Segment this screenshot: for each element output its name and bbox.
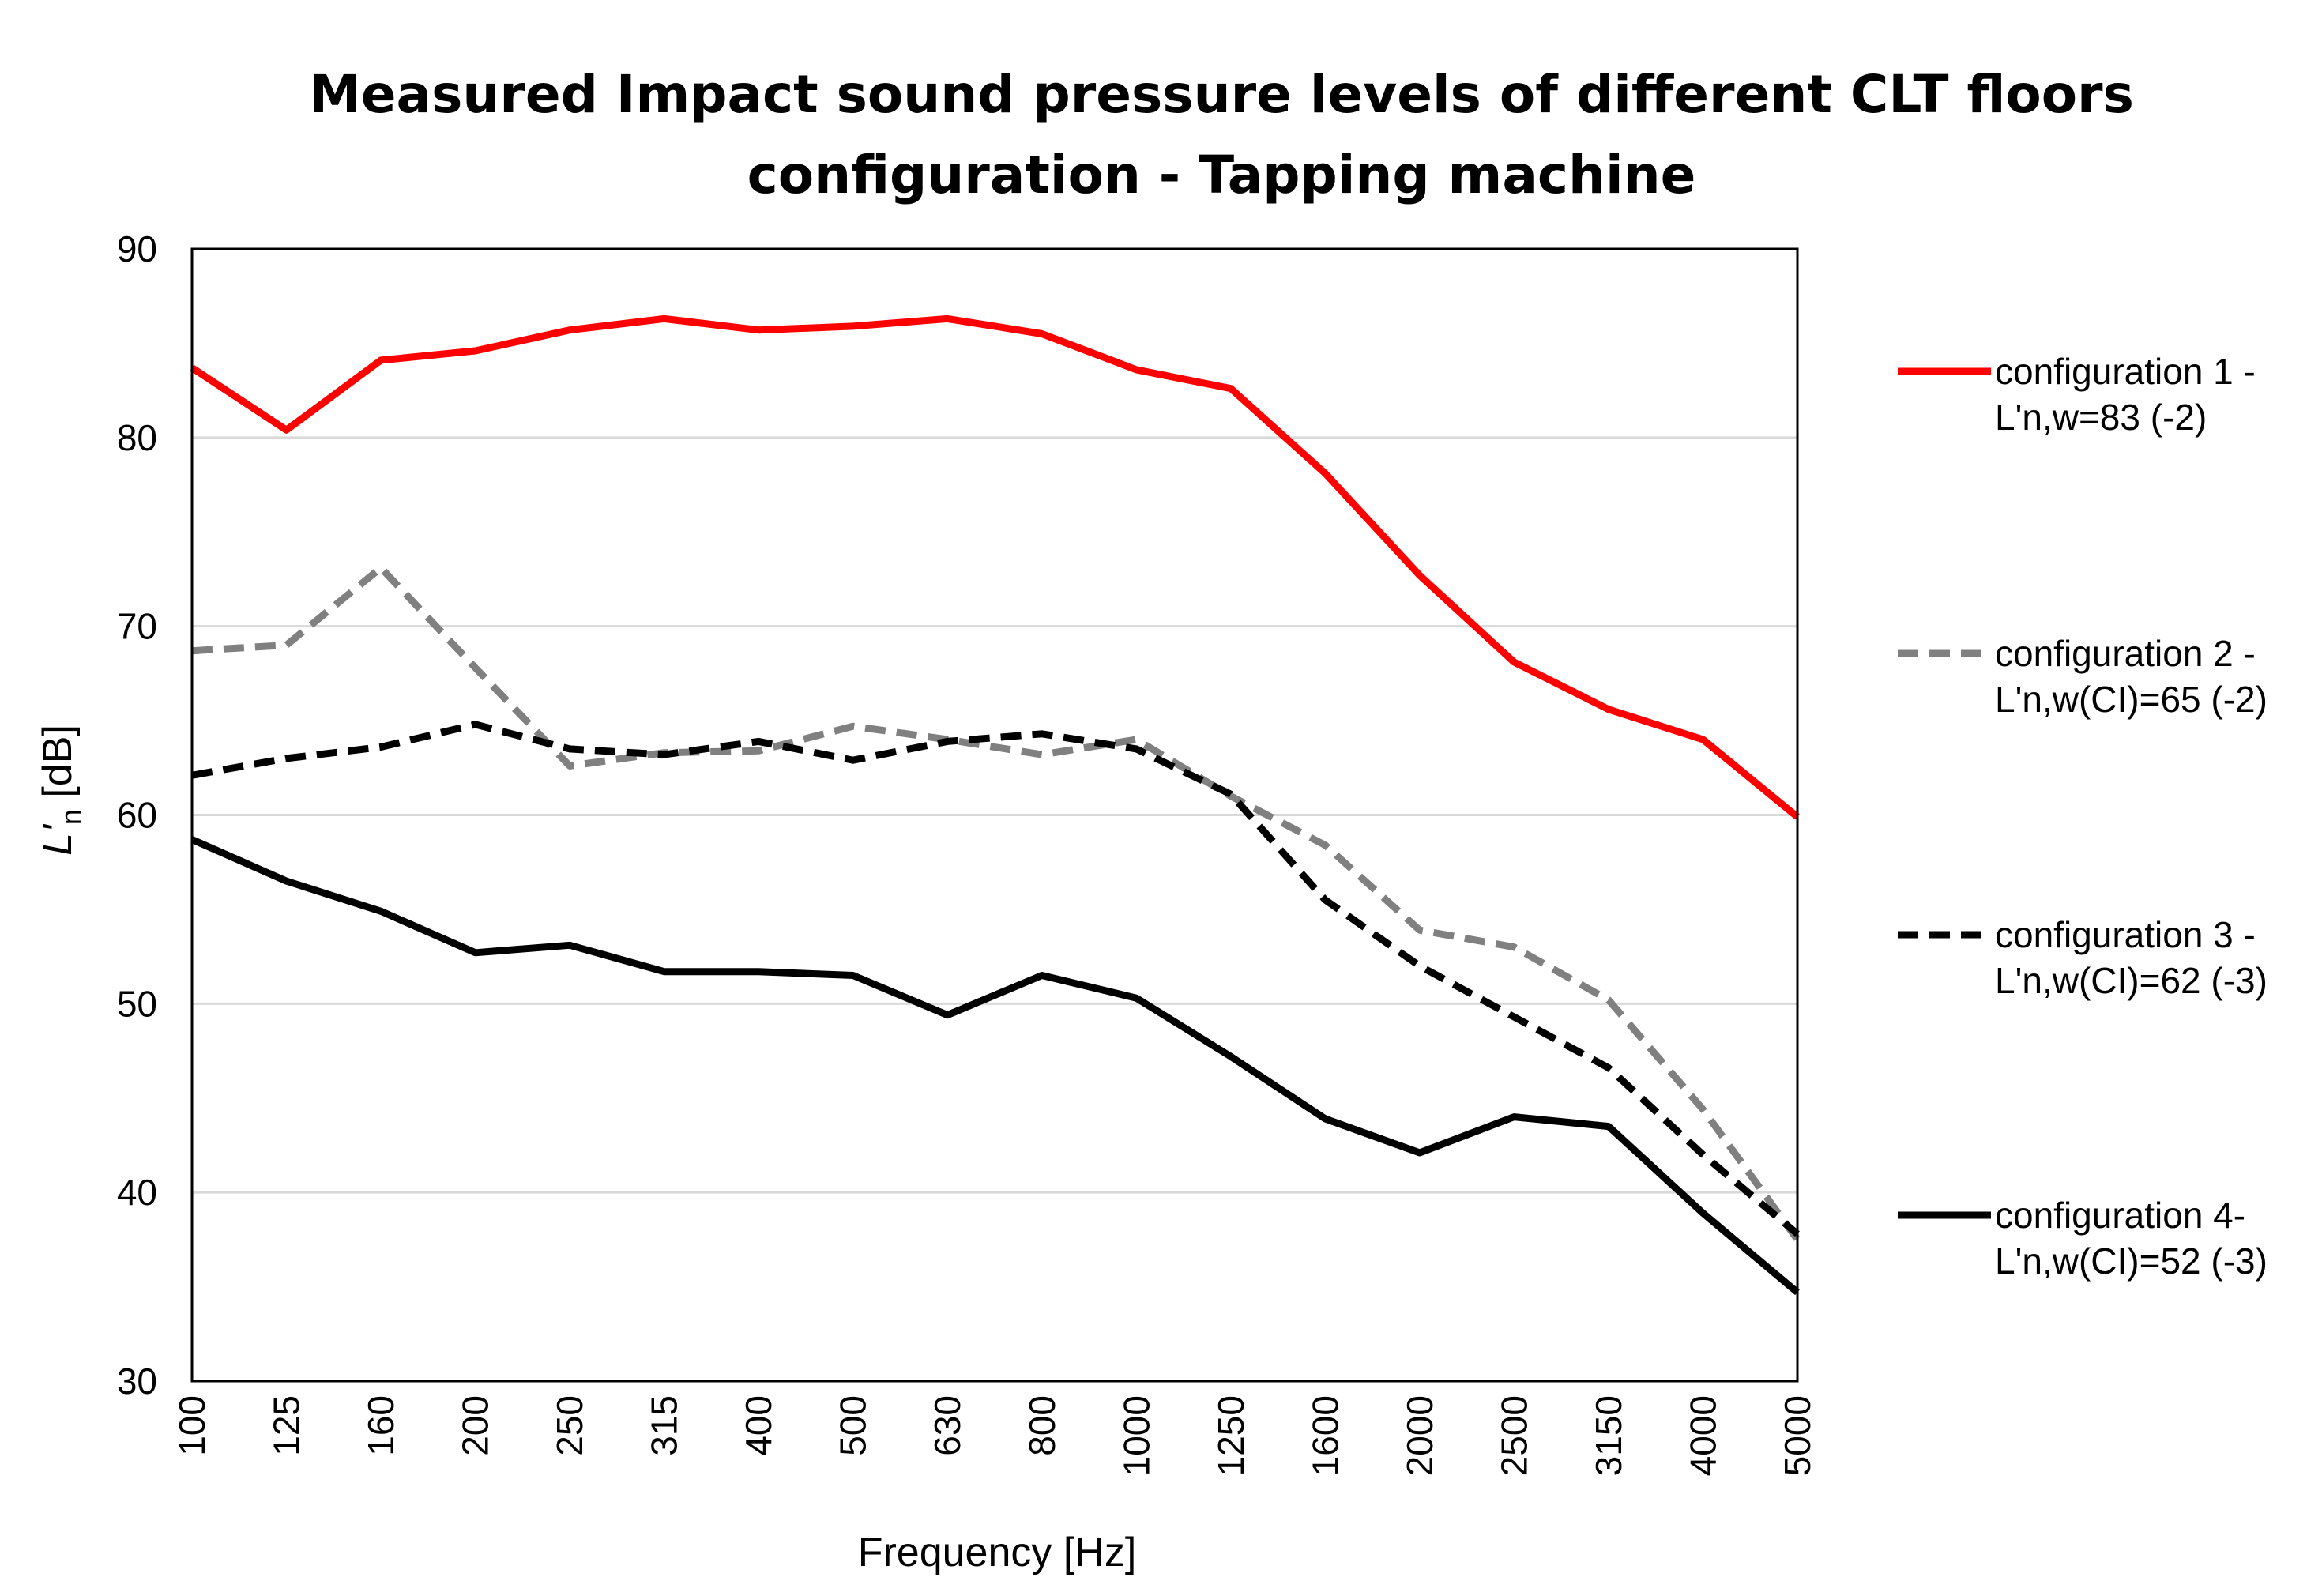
y-tick-label: 70 bbox=[117, 606, 157, 647]
chart-title-line-2: configuration - Tapping machine bbox=[747, 145, 1696, 205]
x-tick-label: 800 bbox=[1022, 1395, 1063, 1456]
y-axis-ticks: 30 40 50 60 70 80 90 bbox=[117, 228, 157, 1402]
y-tick-label: 90 bbox=[117, 228, 157, 269]
x-tick-label: 250 bbox=[549, 1395, 590, 1456]
x-tick-label: 1000 bbox=[1116, 1395, 1157, 1476]
series-line-2 bbox=[191, 564, 1801, 1242]
series-lines bbox=[190, 314, 1801, 1296]
y-tick-label: 40 bbox=[117, 1172, 157, 1213]
legend-item-4: configuration 4-L'n,w(CI)=52 (-3) bbox=[1898, 1195, 2267, 1282]
plot-frame bbox=[190, 247, 1799, 1383]
x-tick-label: 100 bbox=[171, 1395, 213, 1456]
x-tick-label: 2000 bbox=[1399, 1395, 1440, 1476]
x-axis-ticks: 100 125 160 200 250 315 400 500 630 800 1000 1250 16… bbox=[171, 1395, 1818, 1476]
legend-label: L'n,w(CI)=62 (-3) bbox=[1995, 960, 2267, 1001]
x-tick-label: 2500 bbox=[1493, 1395, 1534, 1476]
x-tick-label: 5000 bbox=[1777, 1395, 1818, 1476]
y-axis-label: L'n [dB] bbox=[35, 725, 87, 856]
legend-item-3: configuration 3 - L'n,w(CI)=62 (-3) bbox=[1898, 914, 2267, 1001]
x-tick-label: 160 bbox=[360, 1395, 401, 1456]
legend-item-2: configuration 2 - L'n,w(CI)=65 (-2) bbox=[1898, 633, 2267, 720]
y-tick-label: 60 bbox=[117, 795, 157, 836]
legend-label: configuration 4- bbox=[1995, 1195, 2245, 1236]
y-axis-label-symbol: L' bbox=[35, 823, 81, 856]
x-tick-label: 200 bbox=[455, 1395, 496, 1456]
y-tick-label: 80 bbox=[117, 417, 157, 458]
x-tick-label: 630 bbox=[927, 1395, 968, 1456]
x-axis-label: Frequency [Hz] bbox=[858, 1530, 1137, 1575]
legend-label: L'n,w(CI)=52 (-3) bbox=[1995, 1240, 2267, 1282]
series-line-4 bbox=[190, 836, 1800, 1296]
series-line-3 bbox=[191, 721, 1800, 1237]
plot-area-border bbox=[190, 247, 1799, 1383]
legend-label: L'n,w=83 (-2) bbox=[1995, 397, 2207, 438]
chart-title: Measured Impact sound pressure levels of… bbox=[309, 64, 2134, 205]
x-tick-label: 3150 bbox=[1588, 1395, 1629, 1476]
gridlines bbox=[192, 436, 1797, 1194]
legend-label: L'n,w(CI)=65 (-2) bbox=[1995, 679, 2267, 720]
y-tick-label: 30 bbox=[117, 1361, 157, 1402]
x-tick-label: 125 bbox=[266, 1395, 307, 1456]
x-tick-label: 315 bbox=[644, 1395, 685, 1456]
legend-label: configuration 1 - bbox=[1995, 351, 2256, 392]
x-tick-label: 1250 bbox=[1210, 1395, 1251, 1476]
legend-label: configuration 2 - bbox=[1995, 633, 2256, 674]
x-tick-label: 4000 bbox=[1682, 1395, 1723, 1476]
x-tick-label: 500 bbox=[833, 1395, 874, 1456]
chart-title-line-1: Measured Impact sound pressure levels of… bbox=[309, 64, 2134, 125]
legend-item-1: configuration 1 - L'n,w=83 (-2) bbox=[1898, 351, 2256, 438]
y-tick-label: 50 bbox=[117, 983, 157, 1024]
y-axis-label-subscript: n bbox=[55, 809, 87, 825]
legend-label: configuration 3 - bbox=[1995, 914, 2256, 955]
series-line-1 bbox=[190, 314, 1800, 820]
y-axis-label-unit: [dB] bbox=[35, 725, 81, 809]
y-axis-label-text: L'n [dB] bbox=[35, 725, 87, 856]
x-tick-label: 1600 bbox=[1304, 1395, 1345, 1476]
legend: configuration 1 -L'n,w=83 (-2)configurat… bbox=[1898, 351, 2267, 1282]
x-tick-label: 400 bbox=[738, 1395, 779, 1456]
